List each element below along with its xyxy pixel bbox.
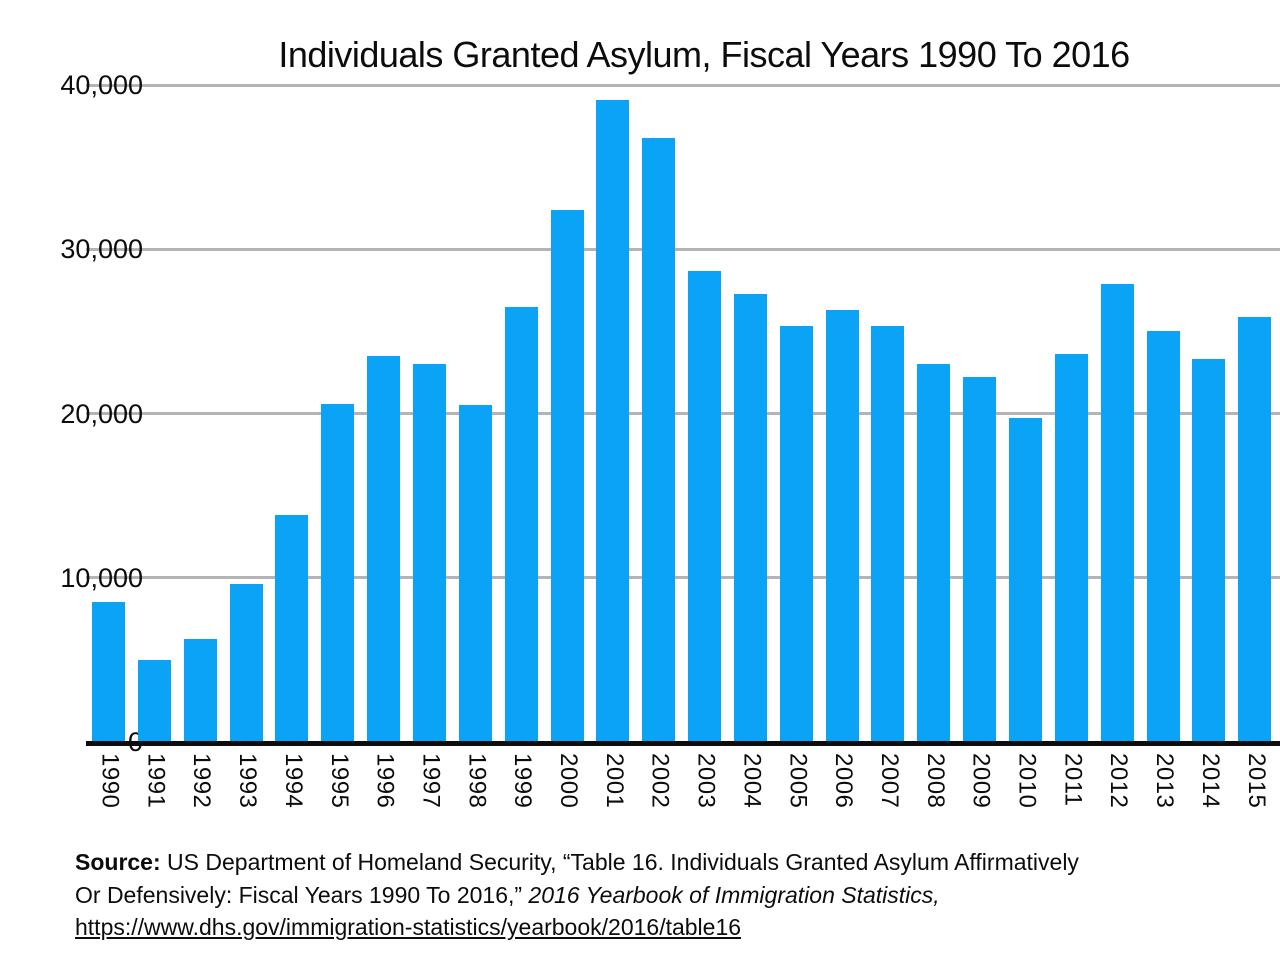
bar-2010 <box>1009 418 1042 742</box>
bar-1990 <box>92 602 125 742</box>
bar-1995 <box>321 403 355 742</box>
x-axis-label-2013: 2013 <box>1151 753 1179 809</box>
bar-2003 <box>688 270 722 742</box>
x-axis-line <box>86 741 1280 746</box>
source-line-2-plain: Or Defensively: Fiscal Years 1990 To 201… <box>75 881 523 908</box>
x-axis-label-2015: 2015 <box>1242 753 1270 809</box>
source-label: Source: <box>75 849 161 875</box>
x-axis-label-1999: 1999 <box>509 753 537 809</box>
x-axis-label-1992: 1992 <box>188 753 216 809</box>
x-axis-label-1991: 1991 <box>142 753 170 809</box>
x-axis-label-1994: 1994 <box>279 753 307 809</box>
x-axis-label-2014: 2014 <box>1196 753 1224 809</box>
x-axis-label-2008: 2008 <box>921 753 949 809</box>
x-axis-label-2011: 2011 <box>1059 753 1087 807</box>
x-axis-label-2009: 2009 <box>967 753 995 809</box>
source-line-1: Source: US Department of Homeland Securi… <box>75 846 1280 879</box>
bar-1994 <box>275 515 309 742</box>
bar-2005 <box>779 326 813 742</box>
bar-2013 <box>1146 331 1180 742</box>
x-axis-label-2007: 2007 <box>875 753 903 809</box>
bar-2006 <box>825 310 859 742</box>
source-link[interactable]: https://www.dhs.gov/immigration-statisti… <box>75 914 742 940</box>
x-axis-label-2005: 2005 <box>784 753 812 809</box>
y-axis-tick-label-40000: 40,000 <box>60 70 143 100</box>
bar-2007 <box>871 326 905 742</box>
bar-2008 <box>917 364 951 742</box>
bar-2015 <box>1238 316 1272 742</box>
bar-1992 <box>183 638 217 742</box>
bar-2002 <box>642 137 676 742</box>
bar-1998 <box>458 405 492 742</box>
source-line-2: Or Defensively: Fiscal Years 1990 To 201… <box>75 879 1280 912</box>
bar-2012 <box>1100 283 1134 742</box>
gridline-20000 <box>86 412 1280 415</box>
x-axis-label-2004: 2004 <box>738 753 766 809</box>
x-axis-label-2006: 2006 <box>830 753 858 809</box>
x-axis-label-1993: 1993 <box>234 753 262 809</box>
bar-2000 <box>550 209 584 742</box>
gridline-40000 <box>86 83 1280 87</box>
x-axis-label-2003: 2003 <box>692 753 720 809</box>
bar-2009 <box>963 377 997 742</box>
bar-2011 <box>1054 354 1088 742</box>
gridline-10000 <box>86 576 1280 580</box>
x-axis-label-1990: 1990 <box>96 753 124 809</box>
y-axis-tick-label-30000: 30,000 <box>60 234 143 265</box>
x-axis-label-1998: 1998 <box>463 753 491 809</box>
y-axis-tick-label-20000: 20,000 <box>60 398 143 429</box>
bar-2004 <box>733 293 767 742</box>
bar-2014 <box>1192 359 1226 742</box>
bar-1999 <box>504 306 538 742</box>
x-axis-label-2010: 2010 <box>1013 753 1041 809</box>
y-axis-tick-label-10000: 10,000 <box>60 562 143 593</box>
bar-1993 <box>229 584 263 742</box>
bar-1996 <box>367 356 401 742</box>
source-line-1-text: US Department of Homeland Security, “Tab… <box>160 849 1079 875</box>
source-line-3: https://www.dhs.gov/immigration-statisti… <box>75 911 1280 944</box>
gridline-30000 <box>86 247 1280 251</box>
x-axis-label-2012: 2012 <box>1105 753 1133 809</box>
x-axis-label-1995: 1995 <box>325 753 353 809</box>
source-line-2-italic: 2016 Yearbook of Immigration Statistics, <box>522 881 940 908</box>
x-axis-label-2002: 2002 <box>646 753 674 809</box>
bar-1997 <box>412 364 446 742</box>
bar-2001 <box>596 99 630 742</box>
x-axis-label-2001: 2001 <box>600 753 628 809</box>
chart-title: Individuals Granted Asylum, Fiscal Years… <box>278 34 1130 76</box>
bar-1991 <box>137 659 171 742</box>
x-axis-label-1996: 1996 <box>371 753 399 809</box>
x-axis-label-2000: 2000 <box>555 753 582 809</box>
source-note: Source: US Department of Homeland Securi… <box>75 846 1280 944</box>
x-axis-label-1997: 1997 <box>417 753 445 809</box>
